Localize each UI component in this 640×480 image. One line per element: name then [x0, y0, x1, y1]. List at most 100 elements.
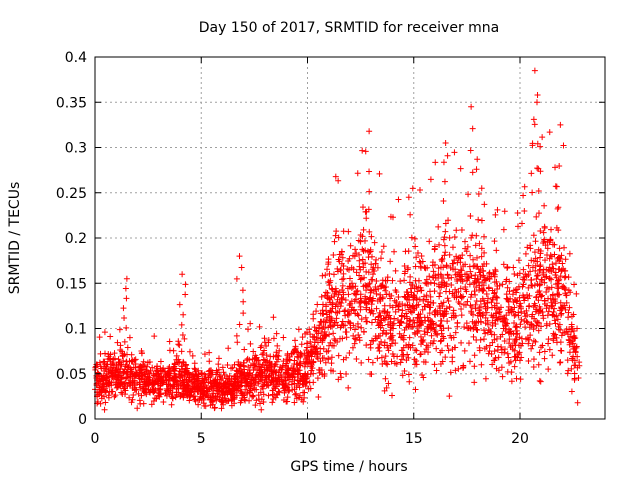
data-point: [321, 372, 328, 379]
data-point: [347, 300, 354, 307]
data-point: [521, 310, 528, 317]
data-point: [345, 228, 352, 235]
data-point: [284, 394, 291, 401]
data-point: [276, 389, 283, 396]
data-point: [537, 378, 544, 385]
data-point: [447, 369, 454, 376]
data-point: [363, 287, 370, 294]
data-point: [401, 277, 408, 284]
data-point: [415, 311, 422, 318]
data-point: [187, 387, 194, 394]
data-point: [138, 348, 145, 355]
data-point: [427, 176, 434, 183]
x-tick-label: 10: [299, 431, 317, 447]
data-point: [96, 359, 103, 366]
data-point: [530, 337, 537, 344]
data-point: [493, 365, 500, 372]
data-point: [546, 275, 553, 282]
data-point: [257, 372, 264, 379]
data-point: [328, 315, 335, 322]
data-point: [458, 339, 465, 346]
data-point: [528, 320, 535, 327]
data-point: [241, 346, 248, 353]
data-point: [183, 391, 190, 398]
data-point: [557, 273, 564, 280]
data-point: [332, 303, 339, 310]
data-point: [335, 352, 342, 359]
data-point: [301, 363, 308, 370]
data-point: [353, 269, 360, 276]
data-point: [352, 336, 359, 343]
data-point: [322, 359, 329, 366]
data-point: [392, 267, 399, 274]
data-point: [385, 347, 392, 354]
data-point: [228, 365, 235, 372]
data-point: [132, 361, 139, 368]
data-point: [181, 335, 188, 342]
data-point: [497, 333, 504, 340]
data-point: [521, 297, 528, 304]
data-point: [348, 285, 355, 292]
data-point: [237, 370, 244, 377]
data-point: [256, 323, 263, 330]
data-point: [157, 375, 164, 382]
data-point: [408, 234, 415, 241]
data-point: [469, 311, 476, 318]
data-point: [517, 321, 524, 328]
data-point: [440, 325, 447, 332]
data-point: [198, 370, 205, 377]
data-point: [215, 366, 222, 373]
data-point: [511, 304, 518, 311]
data-point: [350, 322, 357, 329]
data-point: [356, 251, 363, 258]
data-point: [219, 364, 226, 371]
data-point: [459, 252, 466, 259]
data-point: [236, 383, 243, 390]
data-point: [533, 322, 540, 329]
data-point: [442, 354, 449, 361]
data-point: [503, 291, 510, 298]
data-point: [260, 385, 267, 392]
data-point: [140, 366, 147, 373]
data-point: [441, 242, 448, 249]
data-point: [478, 217, 485, 224]
data-point: [187, 392, 194, 399]
data-point: [276, 377, 283, 384]
data-point: [431, 361, 438, 368]
data-point: [400, 353, 407, 360]
data-point: [445, 297, 452, 304]
data-point: [173, 352, 180, 359]
data-point: [378, 249, 385, 256]
data-point: [458, 312, 465, 319]
data-point: [156, 386, 163, 393]
data-point: [534, 165, 541, 172]
data-point: [401, 270, 408, 277]
data-point: [329, 299, 336, 306]
data-point: [495, 354, 502, 361]
data-point: [478, 361, 485, 368]
data-point: [255, 392, 262, 399]
data-point: [107, 364, 114, 371]
data-point: [253, 397, 260, 404]
data-point: [542, 257, 549, 264]
data-point: [399, 313, 406, 320]
data-point: [455, 365, 462, 372]
data-point: [348, 264, 355, 271]
data-point: [437, 271, 444, 278]
data-point: [126, 394, 133, 401]
data-point: [442, 228, 449, 235]
data-point: [372, 260, 379, 267]
data-point: [549, 292, 556, 299]
data-point: [512, 357, 519, 364]
data-point: [451, 344, 458, 351]
data-point: [557, 121, 564, 128]
data-point: [442, 288, 449, 295]
data-point: [476, 347, 483, 354]
data-point: [115, 356, 122, 363]
data-point: [239, 287, 246, 294]
data-point: [249, 356, 256, 363]
data-point: [492, 293, 499, 300]
data-point: [101, 329, 108, 336]
data-point: [251, 386, 258, 393]
data-point: [518, 308, 525, 315]
